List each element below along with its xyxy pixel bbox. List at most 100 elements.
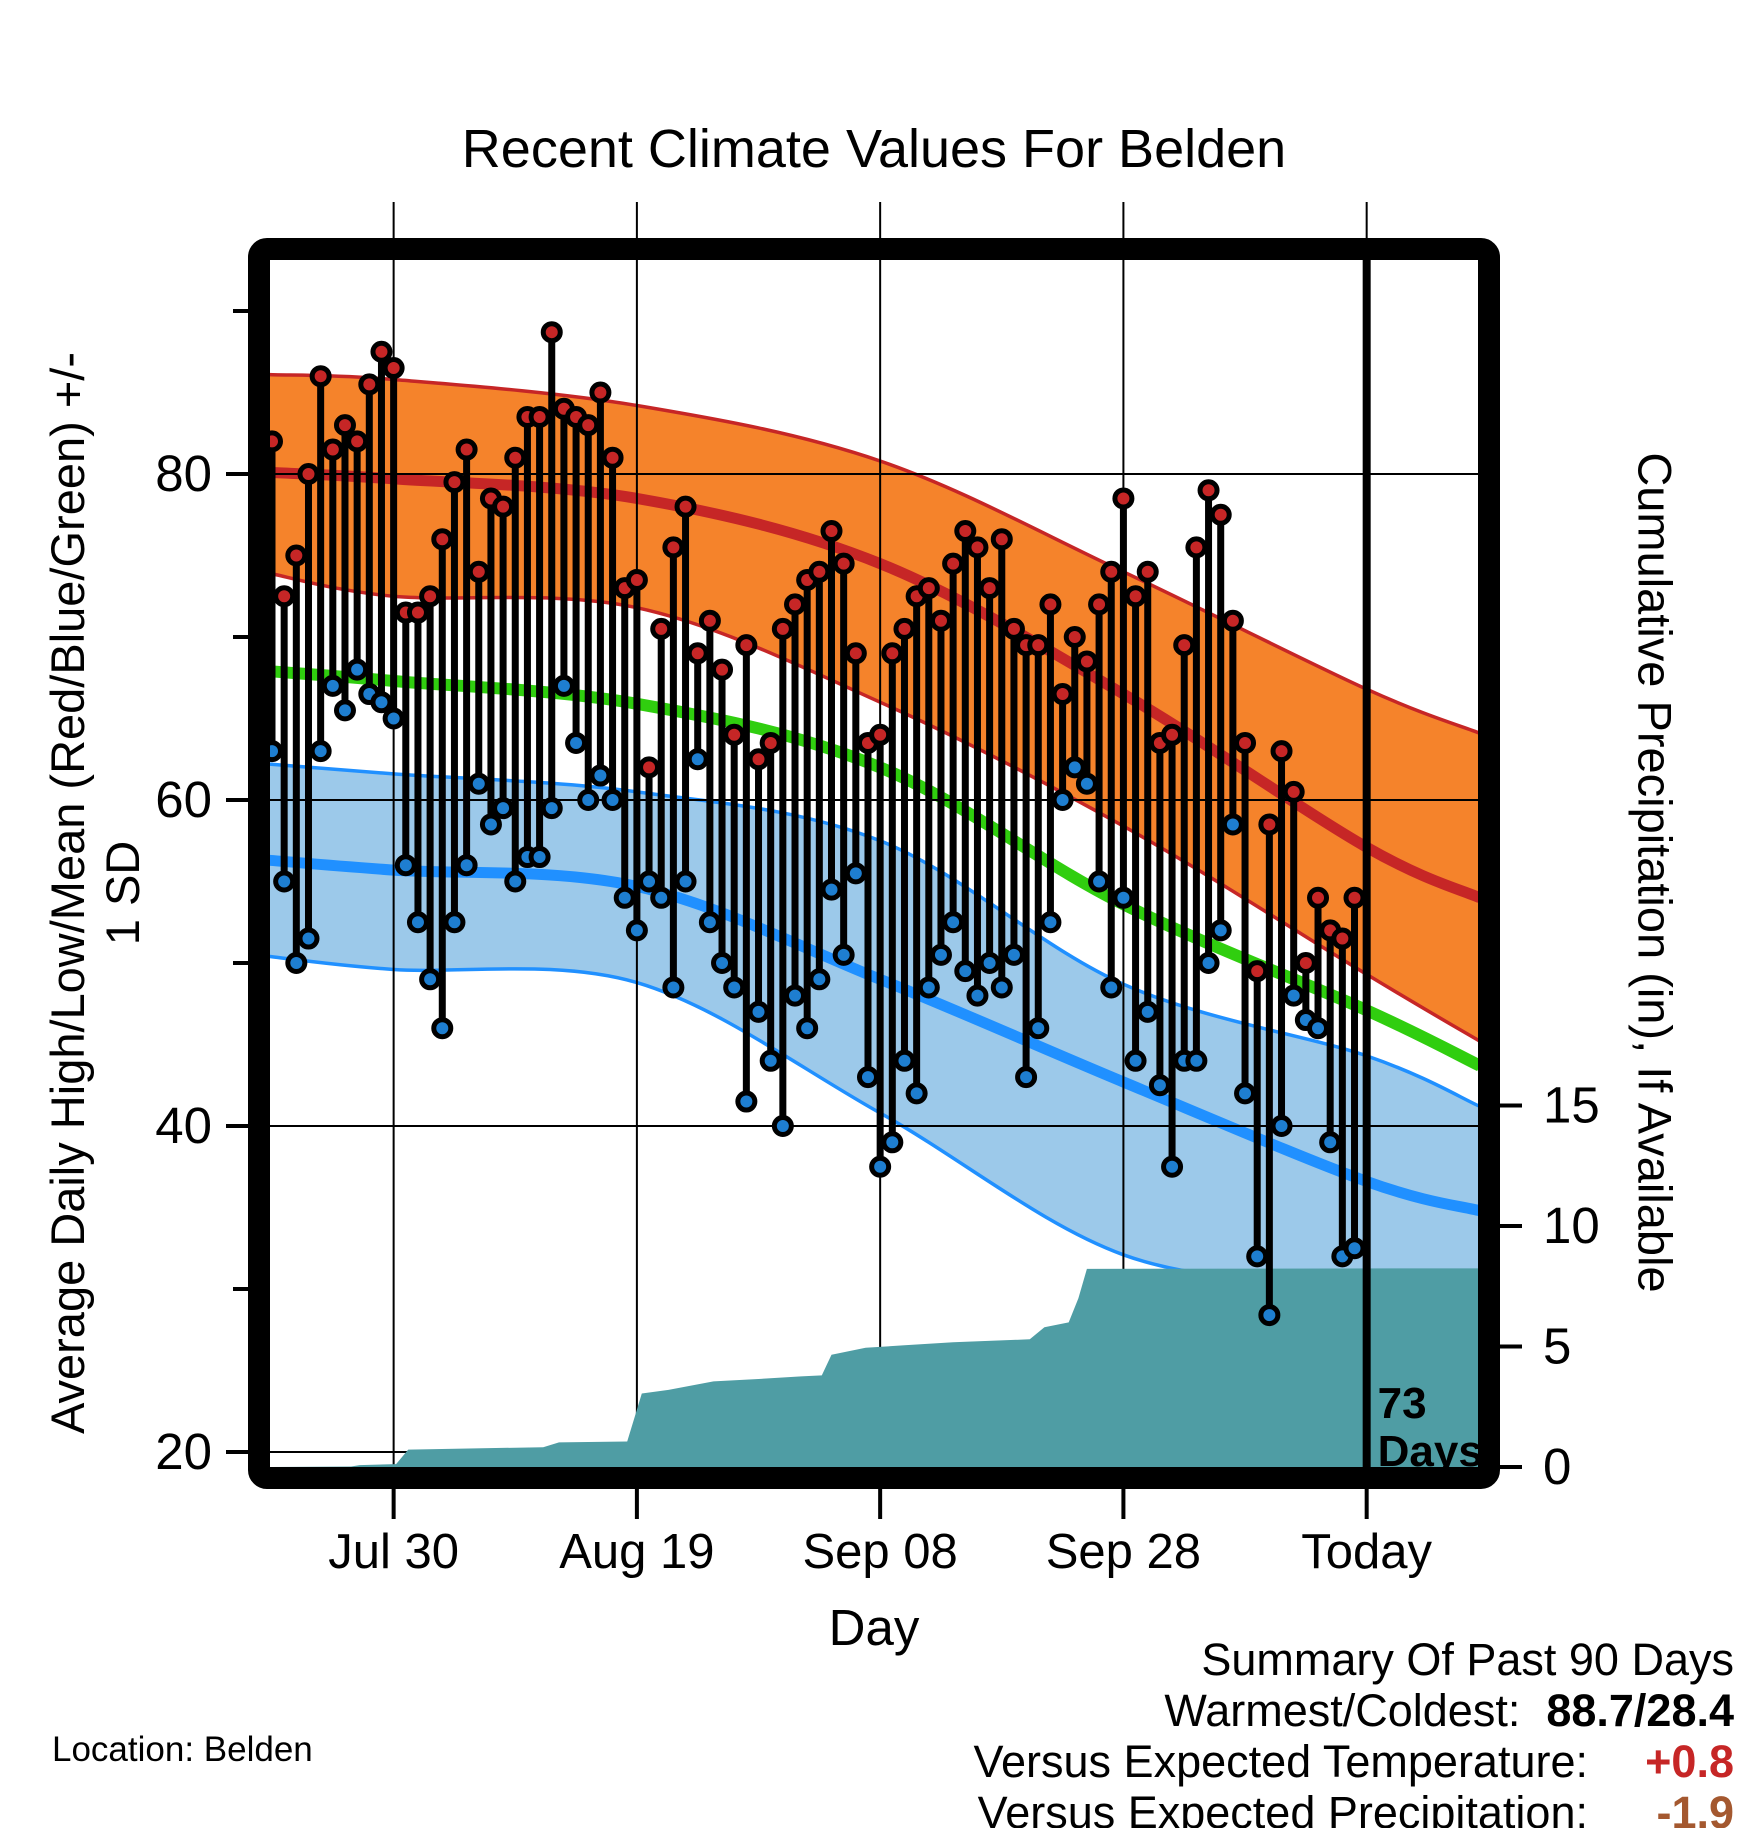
summary-value: -1.9 — [1656, 1787, 1734, 1828]
daily-stem — [346, 430, 369, 681]
x-tick-label: Sep 28 — [1046, 1525, 1201, 1579]
high-dot — [735, 634, 758, 657]
low-dot — [285, 952, 308, 974]
high-dot — [273, 585, 296, 608]
daily-stem — [881, 642, 904, 1154]
daily-stem — [796, 568, 819, 1040]
high-dot — [1258, 813, 1281, 836]
y-left-tick-label: 80 — [155, 445, 212, 502]
daily-stem — [1124, 585, 1147, 1072]
daily-stem — [1027, 634, 1050, 1040]
high-dot — [990, 528, 1013, 551]
high-dot — [674, 495, 697, 518]
summary-title: Summary Of Past 90 Days — [1201, 1634, 1734, 1685]
high-dot — [1161, 723, 1184, 746]
daily-stem — [309, 365, 332, 763]
daily-stem — [638, 756, 661, 893]
daily-stem — [978, 577, 1001, 974]
daily-stem — [650, 617, 673, 909]
high-dot — [297, 463, 320, 485]
y-left-tick-label: 40 — [155, 1097, 212, 1154]
daily-stem — [492, 495, 515, 820]
low-dot — [625, 919, 648, 942]
high-dot — [1246, 960, 1269, 983]
high-dot — [1221, 609, 1244, 632]
high-dot — [1185, 536, 1208, 559]
daily-stem — [1136, 560, 1159, 1023]
high-dot — [455, 438, 478, 461]
low-dot — [1270, 1115, 1293, 1137]
low-dot — [1161, 1155, 1184, 1178]
daily-stem — [358, 373, 381, 706]
low-dot — [759, 1049, 782, 1072]
high-dot — [321, 438, 344, 461]
daily-stem — [528, 405, 551, 869]
daily-stem — [431, 528, 454, 1040]
low-dot — [1100, 976, 1123, 999]
low-dot — [577, 789, 600, 811]
daily-stem — [1112, 487, 1135, 909]
daily-stem — [954, 520, 977, 983]
x-tick-label: Aug 19 — [559, 1525, 714, 1579]
high-dot — [601, 446, 624, 469]
summary-value: +0.8 — [1645, 1736, 1734, 1787]
daily-stem — [1039, 593, 1062, 934]
low-dot — [394, 854, 417, 877]
low-dot — [1221, 813, 1244, 836]
low-dot — [905, 1082, 928, 1105]
daily-stem — [321, 438, 344, 697]
daily-stem — [893, 617, 916, 1072]
summary-label: Warmest/Coldest: — [1164, 1685, 1521, 1736]
summary-row-vs-temperature: Versus Expected Temperature: +0.8 — [973, 1736, 1734, 1787]
low-dot — [273, 870, 296, 893]
daily-stem — [784, 593, 807, 1007]
high-dot — [1197, 479, 1220, 502]
summary-label: Versus Expected Precipitation: — [977, 1787, 1588, 1828]
low-dot — [1075, 772, 1098, 795]
low-dot — [1039, 911, 1062, 934]
low-dot — [346, 658, 369, 681]
low-dot — [1088, 870, 1111, 893]
summary-value: 88.7/28.4 — [1546, 1685, 1734, 1736]
daily-stem — [1197, 479, 1220, 974]
low-dot — [419, 968, 442, 991]
low-dot — [929, 943, 952, 966]
low-dot — [990, 976, 1013, 999]
high-dot — [309, 365, 332, 388]
high-dot — [966, 536, 989, 559]
high-dot — [723, 723, 746, 746]
low-dot — [467, 772, 490, 795]
high-dot — [820, 520, 843, 543]
high-dot — [1209, 503, 1232, 526]
daily-stem — [601, 446, 624, 811]
low-dot — [504, 870, 527, 893]
high-dot — [504, 446, 527, 469]
daily-stem — [625, 568, 648, 942]
daily-stem — [674, 495, 697, 893]
high-dot — [382, 357, 405, 380]
high-dot — [431, 528, 454, 551]
daily-stem — [990, 528, 1013, 999]
high-dot — [285, 544, 308, 567]
daily-stem — [759, 731, 782, 1072]
low-dot — [406, 911, 429, 934]
daily-stem — [1258, 813, 1281, 1327]
summary-row-warmest-coldest: Warmest/Coldest: 88.7/28.4 — [973, 1685, 1734, 1736]
precip-area — [270, 1268, 1480, 1467]
high-dot — [808, 560, 831, 583]
low-dot — [893, 1049, 916, 1072]
high-dot — [686, 642, 709, 665]
high-dot — [869, 723, 892, 746]
low-dot — [820, 878, 843, 901]
daily-stem — [1161, 723, 1184, 1178]
low-dot — [1051, 789, 1074, 811]
x-axis-label: Day — [828, 1599, 920, 1656]
low-dot — [1258, 1304, 1281, 1327]
low-dot — [370, 691, 393, 714]
low-dot — [650, 886, 673, 909]
days-count-label: 73 — [1378, 1379, 1427, 1428]
low-dot — [1124, 1049, 1147, 1072]
high-dot — [917, 577, 940, 600]
daily-stem — [1246, 960, 1269, 1268]
daily-stem — [747, 748, 770, 1023]
